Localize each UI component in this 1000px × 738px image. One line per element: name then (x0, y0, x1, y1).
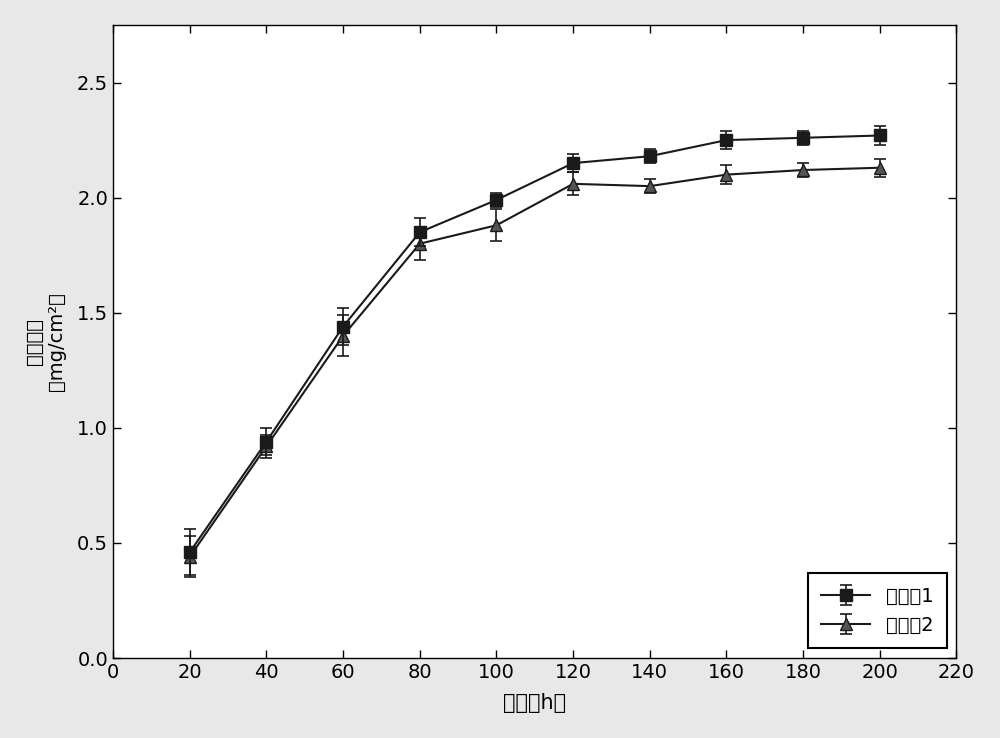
X-axis label: 时间（h）: 时间（h） (503, 693, 566, 713)
Legend: 实施例1, 实施例2: 实施例1, 实施例2 (808, 573, 947, 648)
Y-axis label: 氧化增重
（mg/cm²）: 氧化增重 （mg/cm²） (25, 292, 66, 391)
